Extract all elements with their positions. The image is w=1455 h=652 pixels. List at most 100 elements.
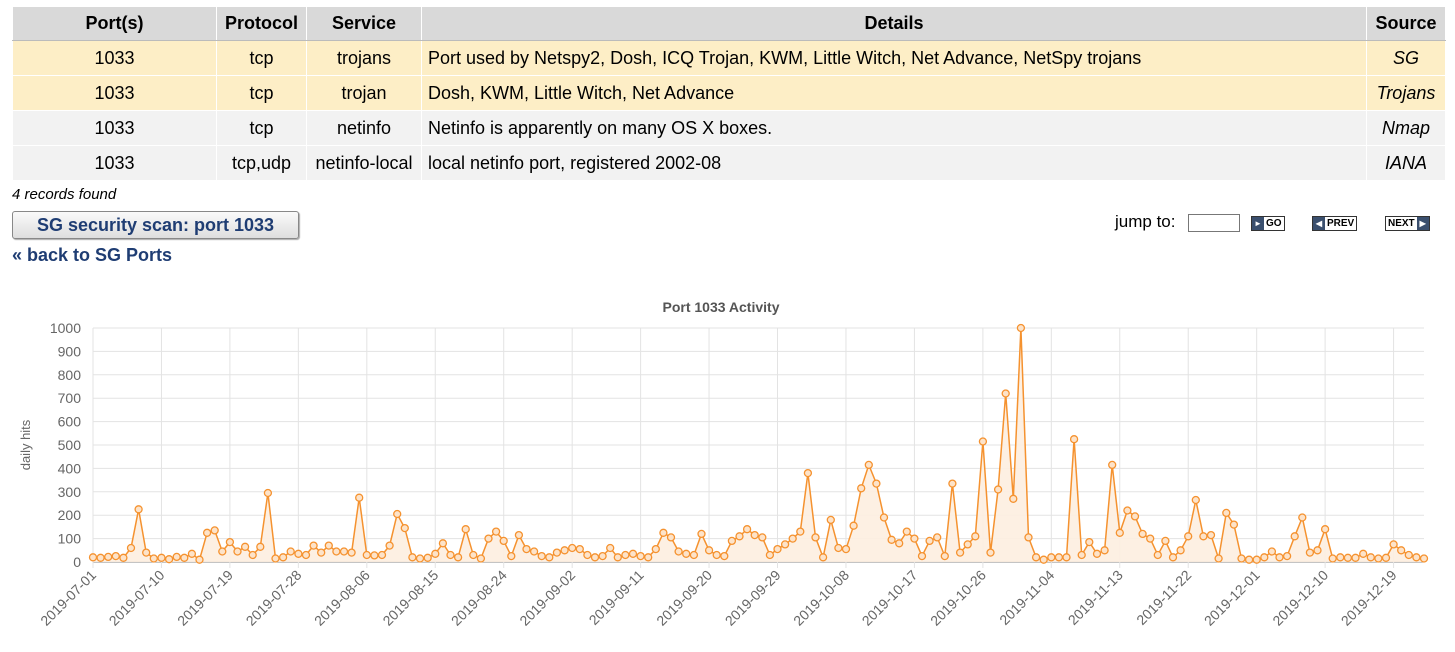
data-point (697, 529, 706, 539)
data-point (446, 550, 455, 560)
data-point (142, 548, 151, 557)
cell-details: Dosh, KWM, Little Witch, Net Advance (421, 75, 1367, 111)
data-point (773, 544, 782, 554)
data-point (1267, 547, 1277, 556)
y-tick-label: 800 (58, 367, 82, 383)
data-point (826, 515, 835, 525)
data-point (1381, 553, 1391, 562)
data-point (256, 542, 265, 551)
cell-service: netinfo (306, 110, 422, 146)
data-point (1077, 550, 1086, 560)
col-header-ports: Port(s) (12, 6, 217, 41)
table-row: 1033 tcp,udp netinfo-local local netinfo… (12, 145, 1446, 181)
double-chevron-left-icon: ◀ (1313, 217, 1325, 230)
data-point (925, 536, 934, 546)
data-point (940, 551, 949, 561)
data-point (666, 533, 676, 542)
data-point (529, 547, 539, 556)
data-point (507, 551, 516, 561)
data-point (818, 553, 828, 562)
x-tick-label: 2019-12-10 (1269, 567, 1331, 629)
double-chevron-right-icon: ▶ (1416, 217, 1429, 230)
x-tick-label: 2019-11-22 (1133, 567, 1194, 628)
data-point (796, 527, 805, 536)
cell-port: 1033 (12, 110, 217, 146)
data-point (164, 555, 174, 564)
data-point (636, 551, 645, 561)
x-tick-label: 2019-09-29 (722, 567, 784, 629)
data-point (476, 554, 486, 563)
data-point (644, 553, 653, 562)
data-point (1389, 540, 1398, 549)
data-point (1237, 554, 1246, 563)
data-point (1222, 508, 1231, 518)
data-point (537, 551, 546, 561)
data-point (682, 549, 691, 558)
data-point (712, 550, 721, 560)
data-point (545, 553, 554, 562)
data-point (955, 548, 965, 557)
cell-source: Trojans (1366, 75, 1446, 111)
data-point (849, 521, 858, 530)
data-point (180, 553, 189, 562)
data-point (568, 543, 577, 553)
data-point (720, 551, 729, 561)
chart-title: Port 1033 Activity (663, 299, 780, 315)
data-point (590, 553, 600, 562)
cell-details: local netinfo port, registered 2002-08 (421, 145, 1367, 181)
x-tick-label: 2019-11-04 (996, 567, 1057, 628)
y-axis-label: daily hits (18, 419, 33, 470)
data-point (1199, 532, 1208, 541)
data-point (1412, 553, 1421, 562)
data-point (453, 553, 463, 562)
data-point (917, 551, 927, 561)
cell-details: Netinfo is apparently on many OS X boxes… (421, 110, 1367, 146)
data-point (301, 550, 311, 560)
data-point (415, 554, 425, 563)
x-axis-ticks: 2019-07-01 2019-07-10 2019-07-19 2019-07-28… (37, 567, 1400, 629)
data-point (560, 546, 569, 555)
data-point (423, 553, 432, 562)
data-point (1275, 553, 1284, 562)
x-tick-label: 2019-09-20 (653, 567, 715, 629)
x-tick-label: 2019-08-06 (311, 567, 373, 629)
data-point (1062, 553, 1071, 562)
data-point (317, 548, 326, 557)
data-point (1320, 525, 1330, 534)
prev-button[interactable]: ◀ PREV (1312, 216, 1358, 231)
data-point (1290, 532, 1299, 541)
records-count: 4 records found (12, 186, 117, 203)
data-point (948, 479, 957, 488)
data-point (1374, 554, 1383, 563)
data-point (986, 548, 995, 557)
data-point (1031, 553, 1041, 562)
security-scan-button[interactable]: SG security scan: port 1033 (12, 211, 299, 239)
data-point (332, 547, 341, 556)
cell-port: 1033 (12, 145, 217, 181)
data-point (225, 537, 235, 547)
data-point (88, 553, 98, 562)
data-point (575, 544, 584, 554)
activity-chart: Port 1033 Activity daily hits 0 100 200 300… (18, 299, 1429, 629)
x-tick-label: 2019-09-11 (586, 567, 647, 628)
back-to-ports-link[interactable]: « back to SG Ports (12, 245, 173, 265)
data-point (1047, 553, 1056, 562)
data-point (149, 554, 158, 563)
jump-to-label: jump to: (1115, 212, 1176, 231)
data-point (971, 532, 980, 541)
x-tick-label: 2019-10-17 (859, 567, 921, 629)
data-point (1397, 546, 1406, 555)
data-point (202, 528, 212, 537)
data-point (628, 549, 638, 558)
data-point (1108, 460, 1117, 470)
data-point (1252, 555, 1261, 564)
data-point (803, 468, 813, 478)
next-button[interactable]: NEXT ▶ (1385, 216, 1430, 231)
table-row: 1033 tcp trojans Port used by Netspy2, D… (12, 40, 1446, 76)
x-tick-label: 2019-07-28 (243, 567, 305, 629)
ports-table: Port(s) Protocol Service Details Source … (12, 6, 1446, 181)
data-point (210, 526, 219, 535)
jump-to-input[interactable] (1188, 214, 1240, 232)
go-button[interactable]: ► GO (1251, 216, 1285, 231)
data-point (233, 547, 242, 556)
